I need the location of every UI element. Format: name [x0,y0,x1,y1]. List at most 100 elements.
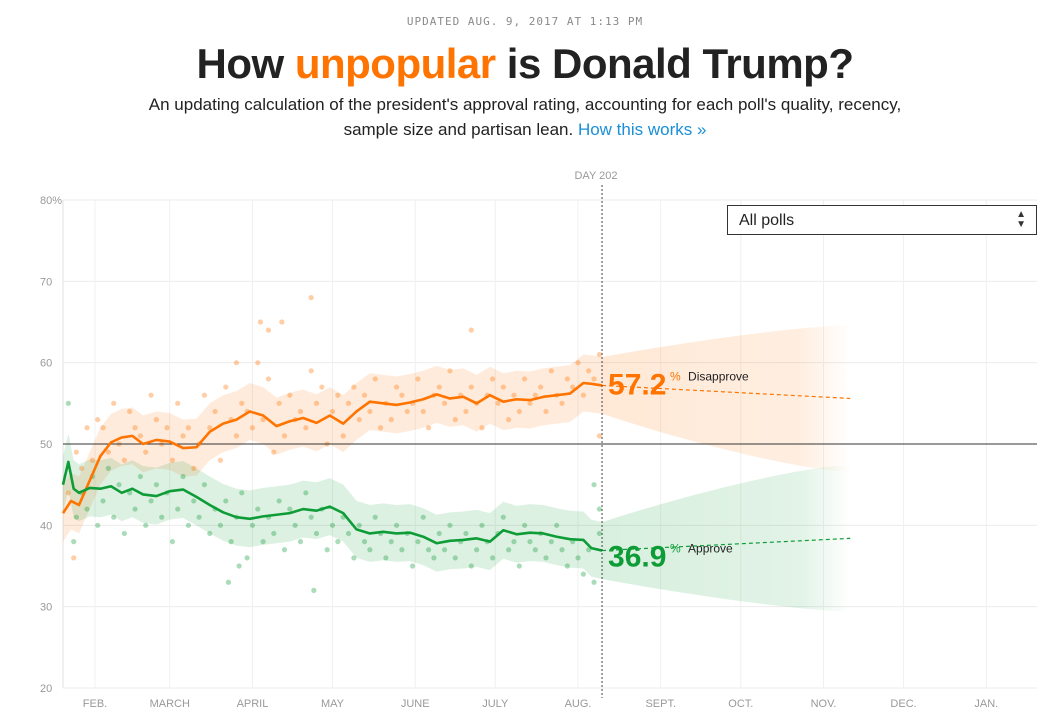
disapprove-poll-dot [191,465,197,471]
approve-poll-dot [217,522,224,528]
approve-poll-dot [153,482,159,488]
disapprove-poll-dot [276,400,282,406]
disapprove-poll-dot [260,417,266,423]
disapprove-poll-dot [532,392,538,398]
approve-poll-dot [65,400,71,406]
approve-poll-dot [276,498,282,504]
approve-poll-dot [100,498,106,504]
disapprove-poll-dot [377,425,384,431]
approve-poll-dot [191,498,197,504]
disapprove-poll-dot [538,384,544,390]
disapprove-poll-dot [516,408,522,415]
disapprove-series-name: Disapprove [688,369,749,383]
disapprove-poll-dot [71,555,77,561]
disapprove-uncertainty-band [63,354,603,542]
disapprove-poll-dot [575,360,581,366]
disapprove-poll-dot [580,392,586,398]
approve-poll-dot [111,514,117,520]
approve-poll-dot [313,530,320,537]
disapprove-poll-dot [425,425,432,431]
page-title: How unpopular is Donald Trump? [0,40,1050,88]
disapprove-poll-dot [351,384,357,390]
approve-poll-dot [468,563,474,569]
approve-poll-dot [532,547,538,553]
approve-trend-line [61,460,603,552]
disapprove-poll-dot [447,368,453,374]
approve-poll-dot [431,555,437,561]
disapprove-current-value: 57.2 [608,368,666,401]
y-tick-label: 70 [40,276,52,288]
disapprove-poll-dot [265,327,272,333]
up-down-arrows-icon: ▲ ▼ [1016,209,1026,230]
disapprove-poll-dot [223,384,229,390]
disapprove-poll-dot [415,376,421,382]
disapprove-poll-dot [543,408,549,415]
disapprove-poll-dot [95,417,101,423]
disapprove-poll-dot [271,449,277,455]
approve-poll-dot [185,522,192,528]
disapprove-poll-dot [506,417,512,423]
x-tick-label: JUNE [401,698,430,710]
disapprove-poll-dot [340,433,346,439]
approve-poll-dot [196,514,202,520]
approve-poll-dot [554,522,560,528]
approve-poll-dot [351,555,357,561]
approve-poll-dot [201,482,208,488]
approve-poll-dot [297,539,304,545]
approve-poll-dot [73,514,79,520]
disapprove-poll-dot [372,376,378,382]
disapprove-poll-dot [500,384,506,390]
approve-poll-dot [399,547,405,553]
approve-poll-dot [420,514,426,520]
disapprove-poll-dot [490,376,496,382]
approve-poll-dot [436,530,442,537]
approve-poll-dot [159,514,165,520]
disapprove-poll-dot [217,457,224,463]
disapprove-poll-dot [559,400,565,406]
disapprove-poll-dot [308,368,314,374]
disapprove-poll-dot [345,400,352,406]
disapprove-poll-dot [169,457,176,463]
title-suffix: is Donald Trump? [495,40,854,87]
x-tick-label: DEC. [890,698,916,710]
approve-poll-dot [591,579,597,585]
disapprove-poll-dot [367,408,373,415]
approve-poll-dot [591,482,597,488]
disapprove-poll-dot [257,319,264,325]
approve-poll-dot [329,522,336,528]
approve-poll-dot [596,506,602,512]
disapprove-poll-dot [319,384,325,390]
approve-poll-dot [415,539,421,545]
approve-label-group: 36.9% Approve [608,541,733,574]
disapprove-poll-dot [463,408,469,415]
how-this-works-link[interactable]: How this works » [577,120,707,139]
approve-poll-dot [84,506,90,512]
disapprove-poll-dot [596,433,602,439]
polls-filter-select[interactable]: All polls ▲ ▼ [727,205,1037,235]
approve-poll-dot [564,563,570,569]
approve-poll-dot [511,539,517,545]
day-marker-label: DAY 202 [574,170,618,182]
disapprove-poll-dot [73,449,79,455]
approve-poll-dot [239,490,245,496]
y-tick-label: 40 [40,520,52,532]
approve-poll-dot [249,522,256,528]
polls-filter-value: All polls [739,212,795,229]
disapprove-poll-dot [436,384,442,390]
approve-poll-dot [522,522,528,528]
approve-poll-dot [596,530,602,537]
disapprove-poll-dot [452,417,458,423]
approve-series-name: Approve [688,542,733,556]
approve-poll-dot [287,506,293,512]
approve-poll-dot [225,579,232,585]
approve-poll-dot [121,530,127,537]
disapprove-poll-dot [570,384,576,390]
x-tick-label: SEPT. [645,698,676,710]
disapprove-poll-dot [121,457,127,463]
disapprove-poll-dot [84,425,90,431]
disapprove-poll-dot [207,425,213,431]
disapprove-poll-dot [255,360,261,366]
disapprove-poll-dot [100,425,106,431]
disapprove-poll-dot [201,392,208,398]
disapprove-poll-dot [148,392,154,398]
